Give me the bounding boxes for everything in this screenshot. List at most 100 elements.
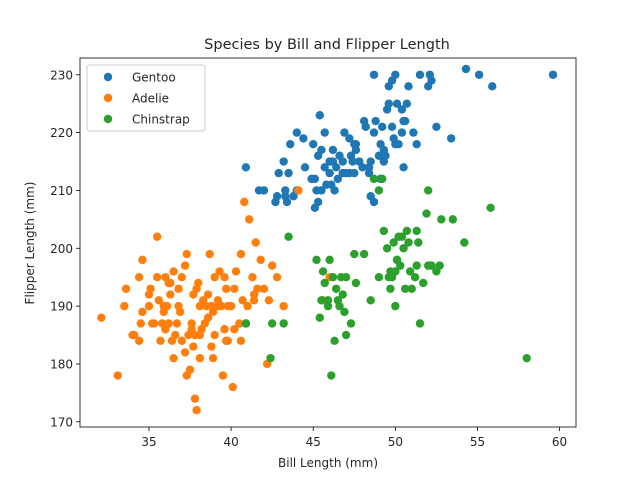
x-tick-label: 60 <box>552 435 567 449</box>
adelie-point <box>174 284 183 293</box>
chinstrap-point <box>389 238 398 247</box>
y-tick-label: 210 <box>50 184 73 198</box>
gentoo-point <box>371 116 380 126</box>
chinstrap-point <box>412 261 421 270</box>
y-tick-label: 200 <box>50 242 73 256</box>
plot-frame <box>79 57 577 428</box>
gentoo-point <box>340 128 349 137</box>
gentoo-point <box>332 163 341 172</box>
chinstrap-point <box>323 301 333 311</box>
chinstrap-point <box>419 278 428 288</box>
chinstrap-point <box>414 238 423 247</box>
adelie-point <box>244 215 254 224</box>
adelie-point <box>171 330 180 340</box>
adelie-point <box>174 301 183 311</box>
x-tick-label: 45 <box>306 435 321 449</box>
gentoo-point <box>364 168 374 178</box>
x-tick-label: 50 <box>388 435 403 449</box>
legend-box <box>86 64 206 132</box>
legend-label-chinstrap: Chinstrap <box>132 113 190 127</box>
chinstrap-point <box>318 267 328 276</box>
adelie-point <box>177 336 187 346</box>
gentoo-point <box>389 134 398 143</box>
adelie-point <box>180 348 190 357</box>
gentoo-point <box>309 139 318 149</box>
legend: Gentoo Adelie Chinstrap <box>86 64 206 132</box>
adelie-point <box>230 284 239 293</box>
adelie-point <box>253 284 262 293</box>
adelie-point <box>159 307 168 317</box>
adelie-point <box>192 284 201 293</box>
adelie-point <box>192 406 201 415</box>
adelie-point <box>208 307 218 317</box>
x-tick-label: 40 <box>223 435 238 449</box>
chinstrap-point <box>415 319 425 328</box>
gentoo-point <box>315 111 324 120</box>
adelie-point <box>146 284 155 293</box>
gentoo-point <box>325 168 334 178</box>
chinstrap-point <box>423 261 433 270</box>
chinstrap-point <box>460 238 469 247</box>
adelie-point <box>220 273 229 282</box>
adelie-point <box>189 342 198 351</box>
chinstrap-point <box>341 330 351 340</box>
gentoo-point <box>400 116 410 126</box>
gentoo-point <box>364 163 374 172</box>
legend-marker-chinstrap <box>103 114 113 124</box>
chinstrap-point <box>374 186 384 195</box>
gentoo-point <box>397 128 407 137</box>
chinstrap-point <box>379 226 389 236</box>
x-tick-label: 35 <box>141 435 156 449</box>
chinstrap-point <box>410 273 420 282</box>
chinstrap-point <box>486 203 495 212</box>
y-tick-label: 170 <box>50 415 73 429</box>
adelie-point <box>238 296 247 305</box>
gentoo-point <box>320 163 329 172</box>
x-tick-label: 55 <box>470 435 485 449</box>
chinstrap-point <box>392 255 402 265</box>
adelie-point <box>121 284 131 293</box>
adelie-point <box>264 296 274 305</box>
adelie-point <box>236 249 246 259</box>
y-tick-label: 230 <box>50 68 73 82</box>
adelie-point <box>235 319 244 328</box>
adelie-point <box>294 186 303 195</box>
gentoo-point <box>345 134 354 143</box>
adelie-point <box>249 296 259 305</box>
adelie-point <box>267 261 277 270</box>
chinstrap-point <box>399 244 408 253</box>
gentoo-point <box>272 192 282 201</box>
adelie-point <box>218 371 228 380</box>
gentoo-point <box>358 163 367 172</box>
adelie-point <box>248 273 257 282</box>
chinstrap-point <box>315 313 324 322</box>
gentoo-point <box>423 82 433 91</box>
gentoo-point <box>286 139 295 149</box>
chinstrap-point <box>323 296 333 305</box>
gentoo-point <box>351 139 361 149</box>
gentoo-point <box>320 128 329 137</box>
adelie-point <box>208 353 218 363</box>
gentoo-point <box>432 122 441 132</box>
chinstrap-point <box>437 215 446 224</box>
adelie-point <box>144 301 154 311</box>
adelie-point <box>182 249 191 259</box>
adelie-point <box>187 319 196 328</box>
gentoo-point <box>409 128 418 137</box>
gentoo-point <box>399 163 408 172</box>
chinstrap-point <box>400 284 410 293</box>
chart-title: Species by Bill and Flipper Length <box>204 37 450 53</box>
chinstrap-point <box>266 353 275 363</box>
gentoo-point <box>369 128 379 137</box>
gentoo-point <box>328 145 338 155</box>
adelie-point <box>221 284 231 293</box>
gentoo-point <box>310 203 320 212</box>
gentoo-point <box>274 168 283 178</box>
adelie-point <box>169 353 178 363</box>
chinstrap-point <box>391 301 400 311</box>
chinstrap-point <box>341 273 351 282</box>
gentoo-point <box>404 82 413 91</box>
adelie-point <box>210 330 219 340</box>
gentoo-point <box>259 186 269 195</box>
